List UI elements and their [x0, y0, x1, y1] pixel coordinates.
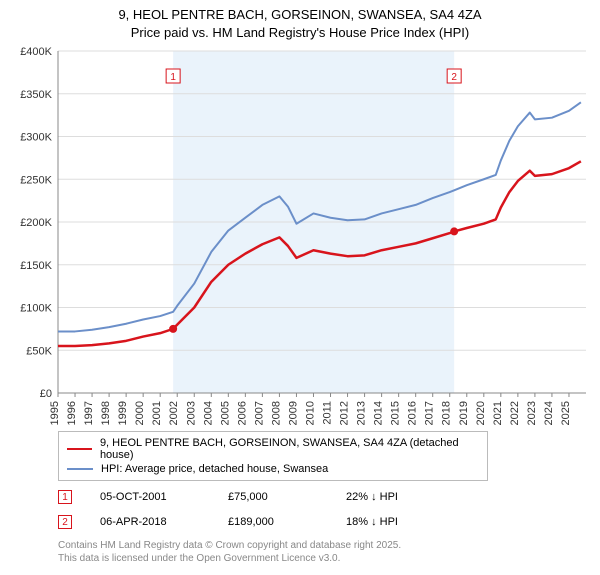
sale-price: £189,000 [228, 516, 318, 528]
x-tick-label: 2012 [339, 401, 351, 425]
legend-swatch [67, 468, 93, 470]
x-tick-label: 2014 [373, 401, 385, 425]
sale-point [450, 227, 458, 235]
x-tick-label: 2006 [236, 401, 248, 425]
sale-marker: 1 [58, 490, 72, 504]
chart-title: 9, HEOL PENTRE BACH, GORSEINON, SWANSEA,… [10, 6, 590, 41]
sale-row: 2 06-APR-2018 £189,000 18% ↓ HPI [58, 512, 590, 537]
sale-point [169, 325, 177, 333]
x-tick-label: 2020 [475, 401, 487, 425]
x-tick-label: 1996 [66, 401, 78, 425]
y-tick-label: £400K [20, 46, 52, 58]
legend-item: 9, HEOL PENTRE BACH, GORSEINON, SWANSEA,… [67, 436, 479, 462]
legend-item: HPI: Average price, detached house, Swan… [67, 462, 479, 476]
x-tick-label: 1999 [117, 401, 129, 425]
sale-marker: 2 [58, 515, 72, 529]
x-tick-label: 2002 [168, 401, 180, 425]
sale-date: 05-OCT-2001 [100, 491, 200, 503]
x-tick-label: 2003 [185, 401, 197, 425]
x-tick-label: 2015 [390, 401, 402, 425]
x-tick-label: 2007 [253, 401, 265, 425]
y-tick-label: £0 [40, 388, 52, 400]
x-tick-label: 2009 [287, 401, 299, 425]
legend: 9, HEOL PENTRE BACH, GORSEINON, SWANSEA,… [58, 431, 488, 481]
x-tick-label: 2011 [322, 401, 334, 425]
x-tick-label: 2001 [151, 401, 163, 425]
x-tick-label: 2025 [560, 401, 572, 425]
x-tick-label: 2004 [202, 401, 214, 425]
sale-hpi-diff: 18% ↓ HPI [346, 516, 456, 528]
y-tick-label: £100K [20, 303, 52, 315]
y-tick-label: £350K [20, 89, 52, 101]
legend-label: 9, HEOL PENTRE BACH, GORSEINON, SWANSEA,… [100, 437, 479, 461]
x-tick-label: 2016 [407, 401, 419, 425]
attribution-line-2: This data is licensed under the Open Gov… [58, 553, 340, 564]
x-tick-label: 2000 [134, 401, 146, 425]
y-tick-label: £50K [26, 345, 52, 357]
x-tick-label: 2019 [458, 401, 470, 425]
x-tick-label: 2018 [441, 401, 453, 425]
sales-table: 1 05-OCT-2001 £75,000 22% ↓ HPI 2 06-APR-2018… [58, 487, 590, 537]
x-tick-label: 2005 [219, 401, 231, 425]
price-chart: £0 £50K £100K £150K £200K £250K £300K £350K £400… [10, 45, 590, 425]
sale-marker-number: 1 [170, 72, 176, 83]
legend-swatch [67, 448, 92, 450]
attribution-line-1: Contains HM Land Registry data © Crown c… [58, 540, 401, 551]
x-tick-label: 2024 [543, 401, 555, 425]
y-tick-label: £150K [20, 260, 52, 272]
x-tick-label: 2013 [356, 401, 368, 425]
title-line-1: 9, HEOL PENTRE BACH, GORSEINON, SWANSEA,… [118, 7, 481, 22]
x-tick-label: 2021 [492, 401, 504, 425]
x-tick-label: 1995 [49, 401, 61, 425]
legend-label: HPI: Average price, detached house, Swan… [101, 463, 328, 475]
title-line-2: Price paid vs. HM Land Registry's House … [131, 25, 469, 40]
x-tick-label: 2008 [270, 401, 282, 425]
y-tick-label: £200K [20, 217, 52, 229]
x-tick-label: 2010 [304, 401, 316, 425]
y-tick-label: £300K [20, 132, 52, 144]
y-tick-label: £250K [20, 174, 52, 186]
x-tick-label: 2017 [424, 401, 436, 425]
x-tick-label: 1998 [100, 401, 112, 425]
x-tick-label: 2023 [526, 401, 538, 425]
sale-hpi-diff: 22% ↓ HPI [346, 491, 456, 503]
sale-date: 06-APR-2018 [100, 516, 200, 528]
x-tick-label: 2022 [509, 401, 521, 425]
attribution: Contains HM Land Registry data © Crown c… [58, 539, 590, 565]
sale-marker-number: 2 [451, 72, 457, 83]
x-tick-label: 1997 [83, 401, 95, 425]
sale-price: £75,000 [228, 491, 318, 503]
sale-row: 1 05-OCT-2001 £75,000 22% ↓ HPI [58, 487, 590, 512]
